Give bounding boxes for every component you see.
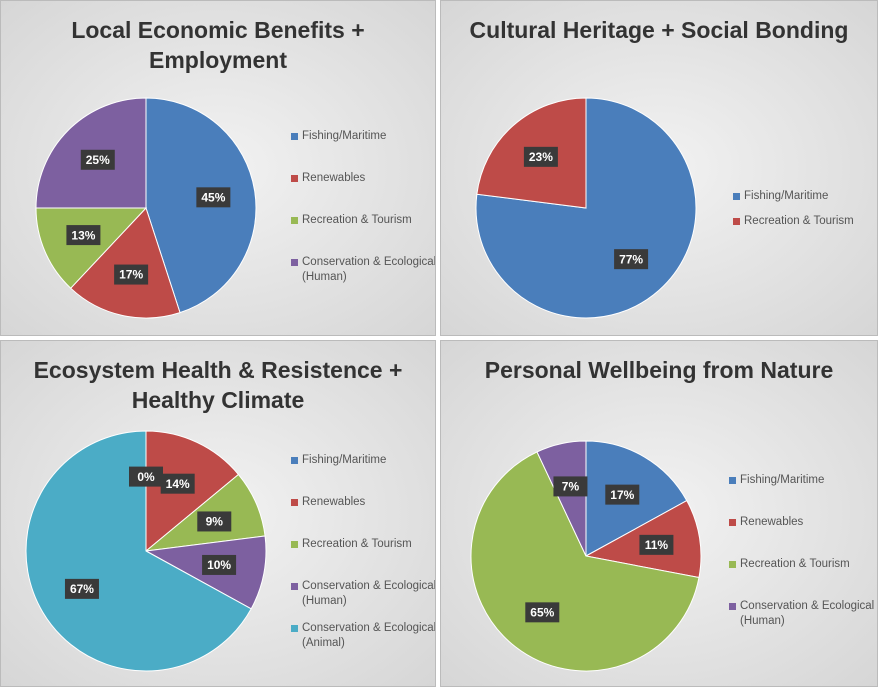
legend-swatch (729, 519, 736, 526)
chart: 17% 11% 65% 7% (470, 440, 702, 672)
data-label: 45% (201, 191, 225, 205)
data-label: 9% (206, 515, 224, 529)
legend: Fishing/Maritime Renewables Recreation & T… (291, 453, 436, 663)
data-label-bg (64, 578, 99, 599)
legend-label: Renewables (740, 516, 804, 528)
data-label: 13% (71, 228, 95, 242)
data-label: 0% (137, 470, 155, 484)
data-label-bg (160, 473, 195, 494)
legend-swatch (291, 583, 298, 590)
data-label-bg (523, 146, 558, 167)
chart-panel: Cultural Heritage + Social Bonding 77% 23%… (440, 0, 878, 336)
legend-item: Recreation & Tourism (291, 213, 435, 255)
legend: Fishing/Maritime Recreation & Tourism (733, 189, 877, 239)
data-label-bg (114, 264, 149, 285)
legend-item: Fishing/Maritime (733, 189, 877, 214)
data-label-bg (129, 466, 163, 487)
legend-label: Renewables (302, 496, 366, 508)
legend-swatch (291, 133, 298, 140)
legend-item: Conservation & Ecological (Human) (291, 255, 436, 297)
legend-swatch (733, 218, 740, 225)
legend-item: Conservation & Ecological (Human) (291, 579, 436, 621)
data-label-bg (202, 554, 237, 575)
legend-swatch (291, 175, 298, 182)
data-label: 7% (562, 480, 580, 494)
data-label-bg (66, 225, 101, 246)
legend-swatch (729, 477, 736, 484)
chart-title: Cultural Heritage + Social Bonding (469, 17, 849, 43)
legend-item: Renewables (291, 171, 435, 213)
data-label: 77% (619, 252, 643, 266)
data-label: 17% (610, 488, 634, 502)
chart-title: Ecosystem Health & Resistence + Healthy … (33, 357, 403, 413)
data-label: 17% (119, 268, 143, 282)
legend-label: Recreation & Tourism (740, 558, 850, 570)
legend-item: Recreation & Tourism (291, 537, 435, 579)
data-label-bg (605, 484, 640, 505)
data-label: 25% (86, 153, 110, 167)
legend-item: Conservation & Ecological (Animal) (291, 621, 436, 663)
legend-item: Fishing/Maritime (291, 129, 435, 171)
legend: Fishing/Maritime Renewables Recreation & T… (291, 129, 436, 297)
chart-title: Local Economic Benefits + Employment (71, 17, 365, 73)
legend-item: Fishing/Maritime (291, 453, 435, 495)
chart: 0% 14% 9% 10% 67% (25, 430, 267, 672)
data-label: 23% (529, 150, 553, 164)
chart-title: Personal Wellbeing from Nature (484, 357, 834, 383)
legend-label: Recreation & Tourism (302, 538, 412, 550)
data-label-bg (553, 476, 588, 497)
legend-label: Fishing/Maritime (740, 474, 825, 486)
data-label: 11% (645, 538, 669, 552)
legend-swatch (729, 603, 736, 610)
pie-slice (69, 207, 181, 319)
legend-item: Recreation & Tourism (729, 557, 877, 599)
chart-panel: Personal Wellbeing from Nature 17% 11% 65% 7… (440, 340, 878, 687)
chart-panel: Local Economic Benefits + Employment 45% 1… (0, 0, 436, 336)
legend-label: Recreation & Tourism (744, 215, 854, 227)
legend-item: Renewables (729, 515, 877, 557)
pie-slice (536, 440, 587, 557)
legend-label: Conservation & Ecological (Animal) (302, 622, 436, 649)
data-label: 14% (166, 477, 190, 491)
data-label: 67% (70, 582, 94, 596)
legend-swatch (291, 541, 298, 548)
data-label-bg (525, 602, 560, 623)
legend-swatch (291, 457, 298, 464)
data-label-bg (80, 149, 115, 170)
legend-swatch (729, 561, 736, 568)
pie-slice (25, 430, 252, 672)
legend-label: Fishing/Maritime (302, 454, 387, 466)
legend-swatch (291, 259, 298, 266)
legend-label: Renewables (302, 172, 366, 184)
legend-item: Conservation & Ecological (Human) (729, 599, 877, 641)
data-label-bg (196, 187, 231, 208)
legend-swatch (291, 217, 298, 224)
legend-swatch (291, 625, 298, 632)
legend-label: Fishing/Maritime (744, 190, 829, 202)
legend-label: Conservation & Ecological (Human) (302, 256, 436, 283)
legend-label: Conservation & Ecological (Human) (302, 580, 436, 607)
legend-label: Fishing/Maritime (302, 130, 387, 142)
chart: 45% 17% 13% 25% (35, 97, 257, 319)
data-label: 10% (207, 558, 231, 572)
pie-slice (35, 207, 148, 289)
legend-swatch (733, 193, 740, 200)
legend-swatch (291, 499, 298, 506)
legend-label: Recreation & Tourism (302, 214, 412, 226)
data-label-bg (614, 249, 649, 270)
data-label-bg (197, 511, 232, 532)
chart: 77% 23% (475, 97, 697, 319)
legend-item: Fishing/Maritime (729, 473, 877, 515)
legend-item: Renewables (291, 495, 435, 537)
data-label-bg (639, 534, 674, 555)
data-label: 65% (530, 606, 554, 620)
legend-label: Conservation & Ecological (Human) (740, 600, 875, 627)
legend: Fishing/Maritime Renewables Recreation & T… (729, 473, 877, 641)
legend-item: Recreation & Tourism (733, 214, 877, 239)
chart-panel: Ecosystem Health & Resistence + Healthy … (0, 340, 436, 687)
